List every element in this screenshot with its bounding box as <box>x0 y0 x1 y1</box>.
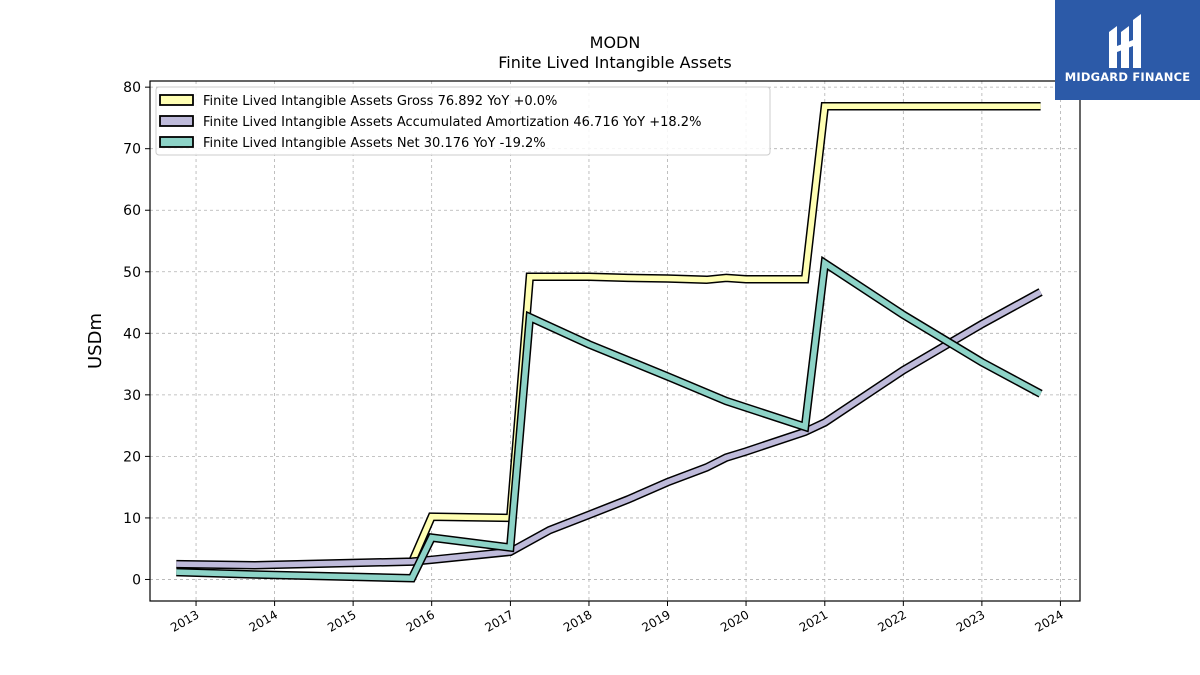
legend-label: Finite Lived Intangible Assets Accumulat… <box>203 115 701 130</box>
chart-subtitle: Finite Lived Intangible Assets <box>498 53 731 72</box>
brand-mark-icon <box>1109 14 1141 68</box>
y-ticks: 0 10 20 30 40 50 60 70 80 <box>123 80 150 588</box>
series-lines <box>176 102 1043 583</box>
legend-frame <box>155 86 771 156</box>
x-tick-label: 2013 <box>168 607 201 634</box>
chart-title: MODN <box>590 33 641 52</box>
x-tick-label: 2018 <box>561 607 594 634</box>
y-tick-label: 80 <box>123 80 141 96</box>
x-tick-label: 2023 <box>954 607 987 634</box>
brand-name: MIDGARD FINANCE <box>1064 70 1191 84</box>
plot-frame <box>149 80 1081 602</box>
series-line-outline <box>176 255 1043 583</box>
legend-swatch <box>159 94 194 106</box>
x-tick-label: 2020 <box>718 607 751 634</box>
y-tick-label: 0 <box>132 572 141 588</box>
legend-label: Finite Lived Intangible Assets Net 30.17… <box>203 136 546 151</box>
y-tick-label: 20 <box>123 449 141 465</box>
legend: Finite Lived Intangible Assets Gross 76.… <box>155 86 771 156</box>
legend-swatch <box>159 136 194 148</box>
x-ticks: 2013 2014 2015 2016 2017 2018 2019 2020 2021 2022… <box>168 601 1066 635</box>
x-tick-label: 2017 <box>482 607 515 634</box>
y-tick-label: 60 <box>123 203 141 219</box>
x-tick-label: 2024 <box>1032 607 1065 634</box>
x-tick-label: 2022 <box>875 607 908 634</box>
legend-label: Finite Lived Intangible Assets Gross 76.… <box>203 94 557 109</box>
x-tick-label: 2019 <box>640 607 673 634</box>
y-tick-label: 50 <box>123 265 141 281</box>
legend-swatch <box>159 115 194 127</box>
x-tick-label: 2015 <box>325 607 358 634</box>
y-tick-label: 70 <box>123 142 141 158</box>
y-tick-label: 40 <box>123 326 141 342</box>
x-tick-label: 2016 <box>404 607 437 634</box>
x-tick-label: 2014 <box>247 607 280 634</box>
y-tick-label: 10 <box>123 511 141 527</box>
y-tick-label: 30 <box>123 388 141 404</box>
brand-logo: MIDGARD FINANCE <box>1055 0 1200 100</box>
x-tick-label: 2021 <box>797 607 830 634</box>
series-line-outline <box>408 102 1041 564</box>
y-axis-label: USDm <box>85 313 106 369</box>
series-line <box>176 258 1042 581</box>
series-line <box>409 103 1041 564</box>
